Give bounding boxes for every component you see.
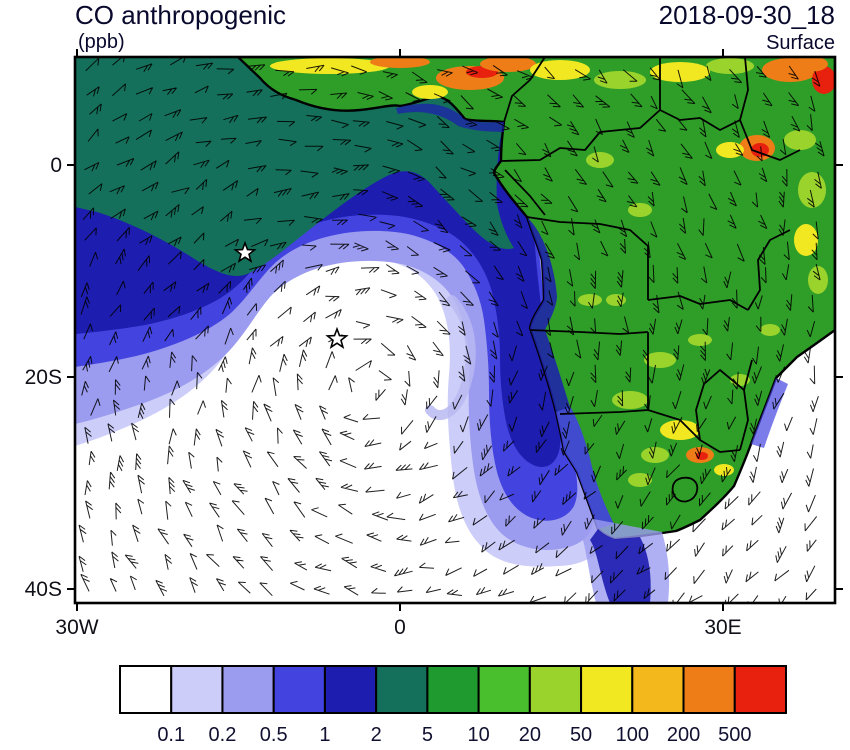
ocean-filament — [425, 295, 476, 421]
land-emission-patches — [270, 57, 835, 487]
x-tick-label-30e: 30E — [704, 616, 741, 639]
colorbar-cell — [477, 665, 531, 714]
colorbar-label: 200 — [667, 724, 700, 746]
colorbar-label: 0.1 — [157, 724, 185, 746]
y-tick-label-0: 0 — [50, 154, 62, 177]
colorbar-label: 0.2 — [209, 724, 237, 746]
x-tick-label-0: 0 — [394, 616, 406, 639]
map-frame — [73, 55, 837, 605]
map-canvas — [75, 57, 835, 603]
colorbar-label: 50 — [570, 724, 592, 746]
y-tick-label-40s: 40S — [25, 578, 62, 601]
axis-ticks — [67, 49, 843, 611]
colorbar-label: 2 — [371, 724, 382, 746]
colorbar-cell — [221, 665, 275, 714]
colorbar-cell — [733, 665, 787, 714]
wind-barbs — [78, 57, 825, 603]
colorbar-label: 0.5 — [260, 724, 288, 746]
plot-level-label: Surface — [766, 32, 835, 54]
colorbar-cell — [170, 665, 224, 714]
colorbar-cell — [631, 665, 685, 714]
colorbar-cell — [272, 665, 326, 714]
star-marker — [233, 240, 257, 263]
colorbar-label: 20 — [519, 724, 541, 746]
colorbar-cell — [682, 665, 736, 714]
star-marker — [325, 326, 349, 349]
colorbar-cell — [323, 665, 378, 714]
colorbar-cell — [580, 665, 634, 714]
star-markers — [233, 240, 349, 349]
colorbar-label: 1 — [319, 724, 330, 746]
plot-timestamp: 2018-09-30_18 — [659, 0, 835, 30]
colorbar-cell — [528, 665, 583, 714]
plot-units-label: (ppb) — [78, 31, 125, 53]
colorbar-label: 10 — [467, 724, 489, 746]
colorbar-label: 500 — [718, 724, 751, 746]
colorbar-label: 100 — [616, 724, 649, 746]
colorbar-label: 5 — [422, 724, 433, 746]
plot-title: CO anthropogenic — [75, 0, 286, 30]
colorbar: 0.1 0.2 0.5 1 2 5 10 20 50 100 200 500 — [119, 665, 787, 746]
y-tick-label-20s: 20S — [25, 366, 62, 389]
colorbar-cell — [119, 665, 173, 714]
x-tick-label-30w: 30W — [55, 616, 98, 639]
colorbar-cell — [375, 665, 429, 714]
coastal-low-co-bands — [396, 103, 788, 603]
colorbar-cell — [426, 665, 480, 714]
